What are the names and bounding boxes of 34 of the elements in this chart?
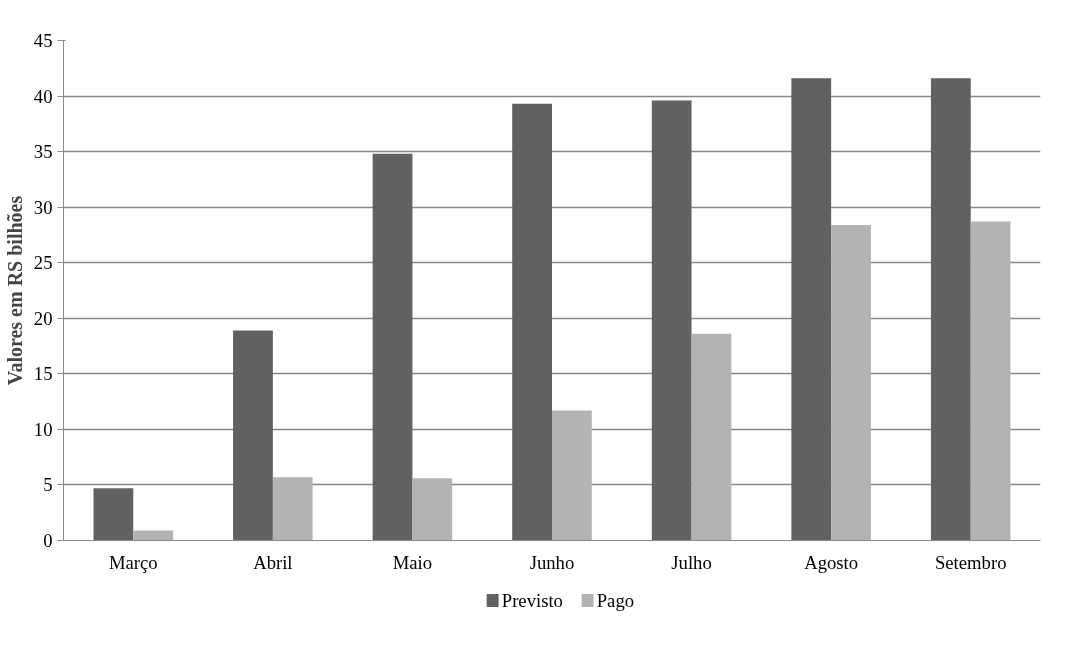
legend-label: Previsto <box>501 590 563 611</box>
legend-label: Pago <box>596 590 635 611</box>
y-tick-label: 15 <box>33 363 53 385</box>
y-axis-title: Valores em RS bilhões <box>3 195 26 386</box>
bar <box>651 100 692 541</box>
x-tick-label: Agosto <box>804 551 859 573</box>
bar <box>133 530 174 541</box>
bar <box>93 488 134 541</box>
y-tick-label: 0 <box>43 530 53 551</box>
x-tick-label: Julho <box>671 551 712 573</box>
bar <box>930 78 971 541</box>
bar <box>272 477 313 541</box>
bar <box>233 330 273 541</box>
x-tick-label: Setembro <box>934 551 1007 573</box>
bar <box>791 78 832 541</box>
bar <box>691 333 732 541</box>
bar <box>512 103 552 541</box>
y-tick-label: 35 <box>33 141 53 163</box>
x-tick-label: Abril <box>253 551 293 573</box>
bar <box>552 410 592 541</box>
x-tick-label: Março <box>108 551 158 573</box>
bar <box>372 153 413 541</box>
bar <box>412 478 453 541</box>
y-tick-label: 20 <box>33 307 53 329</box>
x-tick-label: Maio <box>392 551 433 573</box>
y-tick-label: 40 <box>33 85 53 107</box>
y-tick-label: 5 <box>43 474 53 496</box>
bar <box>831 224 871 541</box>
y-tick-label: 45 <box>33 30 53 51</box>
bar <box>970 221 1011 541</box>
x-tick-label: Junho <box>529 551 575 573</box>
y-tick-label: 25 <box>33 252 53 274</box>
y-tick-label: 10 <box>33 418 53 440</box>
y-tick-label: 30 <box>33 196 53 218</box>
